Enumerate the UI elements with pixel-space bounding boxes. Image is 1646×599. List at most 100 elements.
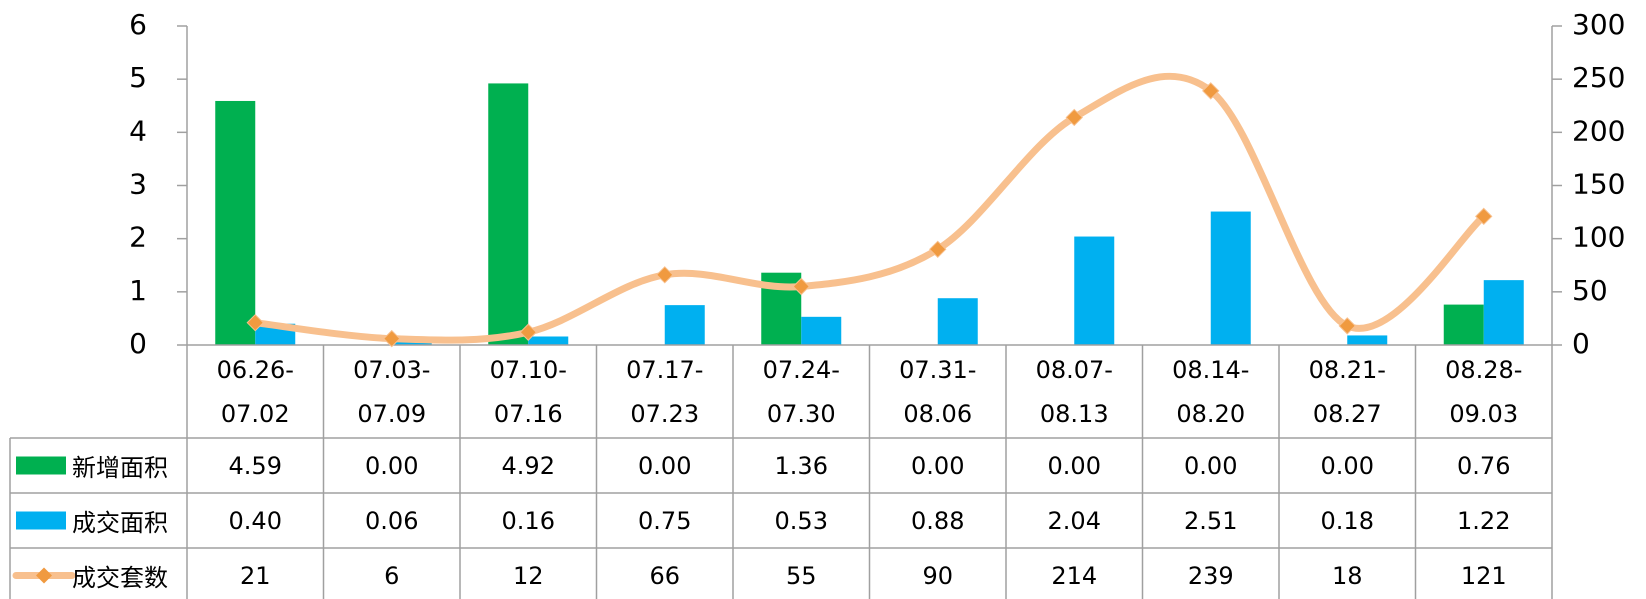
bar bbox=[1443, 304, 1484, 345]
table-value: 18 bbox=[1279, 548, 1416, 599]
table-value: 121 bbox=[1416, 548, 1553, 599]
table-value: 4.92 bbox=[460, 438, 597, 493]
table-value: 0.06 bbox=[324, 493, 461, 548]
category-cell-text: 07.31-08.06 bbox=[899, 355, 977, 428]
line-marker bbox=[383, 329, 401, 348]
bar bbox=[801, 316, 842, 345]
table-value: 1.22 bbox=[1416, 493, 1553, 548]
legend-label-text: 成交套数 bbox=[72, 564, 168, 592]
category-cell-text: 08.21-08.27 bbox=[1308, 355, 1386, 428]
legend-label: 新增面积 bbox=[10, 438, 187, 493]
table-value: 0.00 bbox=[1143, 438, 1280, 493]
table-value-text: 0.53 bbox=[774, 506, 828, 535]
table-value-text: 90 bbox=[922, 561, 954, 590]
table-value-text: 0.40 bbox=[228, 506, 282, 535]
bar bbox=[215, 100, 256, 345]
table-value: 2.51 bbox=[1143, 493, 1280, 548]
y2-tick-label: 250 bbox=[1572, 61, 1625, 94]
table-value-text: 0.00 bbox=[638, 451, 692, 480]
line bbox=[251, 72, 1488, 344]
category-cell-text: 08.14-08.20 bbox=[1172, 355, 1250, 428]
table-value-text: 4.92 bbox=[501, 451, 555, 480]
line-marker bbox=[519, 323, 537, 341]
table-value-text: 0.88 bbox=[911, 506, 965, 535]
table-value-text: 55 bbox=[785, 561, 817, 590]
category-cell: 07.17-07.23 bbox=[597, 345, 734, 438]
category-cell: 07.03-07.09 bbox=[324, 345, 461, 438]
table-value: 0.76 bbox=[1416, 438, 1553, 493]
table-value: 1.36 bbox=[733, 438, 870, 493]
table-value: 12 bbox=[460, 548, 597, 599]
line-marker bbox=[1202, 82, 1220, 100]
bar bbox=[664, 305, 705, 345]
table-value-text: 121 bbox=[1460, 561, 1507, 590]
legend-swatch bbox=[16, 511, 66, 530]
y2-tick-label: 300 bbox=[1572, 8, 1625, 41]
legend-label: 成交面积 bbox=[10, 493, 187, 548]
legend-label-text: 成交面积 bbox=[72, 509, 168, 537]
table-value-text: 66 bbox=[649, 561, 681, 590]
y-tick-label: 0 bbox=[129, 327, 147, 360]
table-value: 0.88 bbox=[870, 493, 1007, 548]
y2-tick-label: 150 bbox=[1572, 168, 1625, 201]
table-value-text: 0.75 bbox=[638, 506, 692, 535]
bar bbox=[1210, 211, 1251, 345]
table-value-text: 0.00 bbox=[365, 451, 419, 480]
legend-label-text: 新增面积 bbox=[72, 454, 168, 482]
table-value: 66 bbox=[597, 548, 734, 599]
table-value: 0.00 bbox=[324, 438, 461, 493]
bar bbox=[528, 336, 569, 345]
category-cell-text: 07.10-07.16 bbox=[489, 355, 567, 428]
table-value: 55 bbox=[733, 548, 870, 599]
y-tick-label: 6 bbox=[129, 8, 147, 41]
table-value-text: 0.00 bbox=[1320, 451, 1374, 480]
table-value: 0.00 bbox=[870, 438, 1007, 493]
table-value-text: 1.22 bbox=[1457, 506, 1511, 535]
bar bbox=[1483, 280, 1524, 345]
table-value-text: 214 bbox=[1051, 561, 1098, 590]
y2-tick-label: 200 bbox=[1572, 114, 1625, 147]
category-cell: 07.24-07.30 bbox=[733, 345, 870, 438]
table-value-text: 4.59 bbox=[228, 451, 282, 480]
line-marker bbox=[1338, 317, 1356, 335]
category-cell: 08.21-08.27 bbox=[1279, 345, 1416, 438]
y2-tick-label: 0 bbox=[1572, 327, 1590, 360]
table-value-text: 0.00 bbox=[1184, 451, 1238, 480]
table-value: 90 bbox=[870, 548, 1007, 599]
table-value: 0.00 bbox=[1006, 438, 1143, 493]
line-marker bbox=[929, 240, 947, 259]
table-value-text: 0.06 bbox=[365, 506, 419, 535]
table-value: 21 bbox=[187, 548, 324, 599]
y-tick-label: 1 bbox=[129, 274, 147, 307]
category-cell-text: 08.07-08.13 bbox=[1035, 355, 1113, 428]
table-value: 239 bbox=[1143, 548, 1280, 599]
table-value-text: 0.16 bbox=[501, 506, 555, 535]
table-value: 0.53 bbox=[733, 493, 870, 548]
bar bbox=[391, 341, 432, 345]
table-value: 0.00 bbox=[1279, 438, 1416, 493]
category-cell: 07.31-08.06 bbox=[870, 345, 1007, 438]
category-cell-text: 07.03-07.09 bbox=[353, 355, 431, 428]
bar bbox=[488, 83, 529, 346]
bar bbox=[1347, 335, 1388, 345]
y-tick-label: 3 bbox=[129, 168, 147, 201]
category-cell: 07.10-07.16 bbox=[460, 345, 597, 438]
line-marker bbox=[792, 277, 810, 296]
table-value: 6 bbox=[324, 548, 461, 599]
y-tick-label: 2 bbox=[129, 221, 147, 254]
legend-marker bbox=[36, 567, 52, 584]
category-cell: 08.28-09.03 bbox=[1416, 345, 1553, 438]
legend-label: 成交套数 bbox=[10, 548, 187, 599]
table-value: 0.00 bbox=[597, 438, 734, 493]
category-cell: 08.07-08.13 bbox=[1006, 345, 1143, 438]
table-value-text: 0.76 bbox=[1457, 451, 1511, 480]
table-value-text: 2.51 bbox=[1184, 506, 1238, 535]
table-value-text: 1.36 bbox=[774, 451, 828, 480]
table-value: 0.40 bbox=[187, 493, 324, 548]
category-cell-text: 06.26-07.02 bbox=[216, 355, 294, 428]
table-value-text: 239 bbox=[1187, 561, 1234, 590]
category-cell-text: 07.24-07.30 bbox=[762, 355, 840, 428]
y-tick-label: 5 bbox=[129, 61, 147, 94]
table-value-text: 12 bbox=[512, 561, 544, 590]
